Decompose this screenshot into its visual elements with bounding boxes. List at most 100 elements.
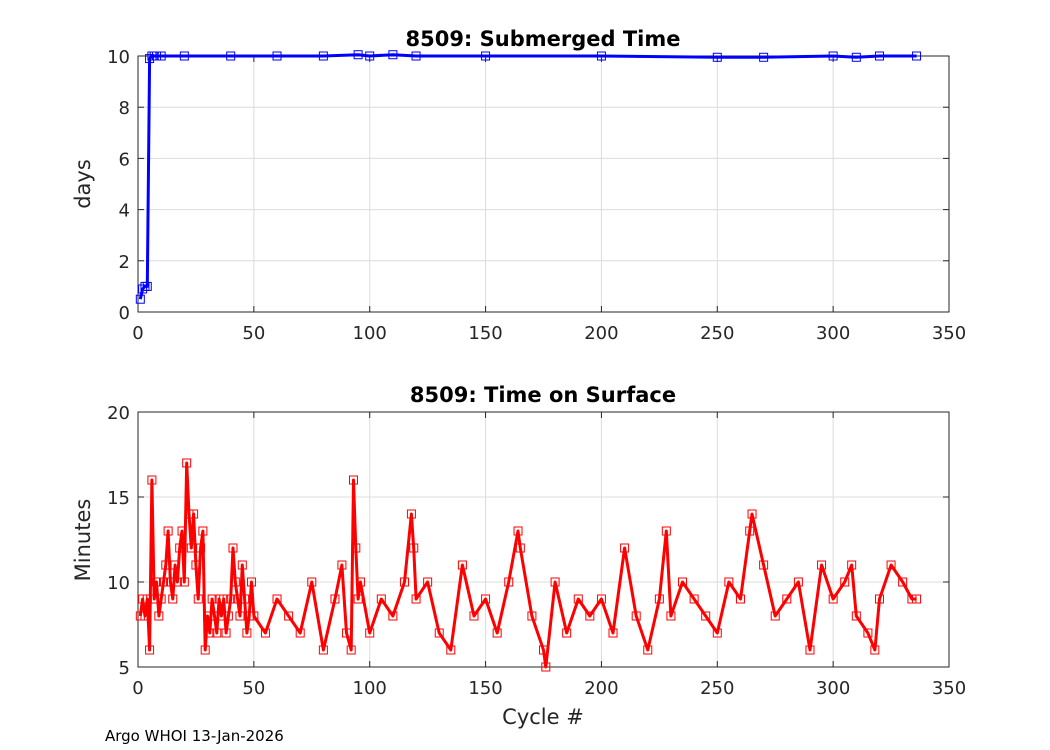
- data-point: [406, 509, 416, 519]
- y-tick-label: 10: [107, 573, 130, 594]
- data-point: [226, 594, 236, 604]
- data-point: [189, 509, 199, 519]
- x-tick-label: 50: [242, 323, 265, 344]
- data-point: [481, 594, 491, 604]
- data-point: [409, 543, 419, 553]
- data-point: [196, 543, 206, 553]
- data-point: [272, 51, 282, 61]
- data-point: [348, 475, 358, 485]
- data-point: [260, 628, 270, 638]
- data-point: [346, 645, 356, 655]
- data-point: [735, 594, 745, 604]
- data-point: [492, 628, 502, 638]
- data-point: [631, 611, 641, 621]
- data-point: [874, 594, 884, 604]
- data-point: [666, 611, 676, 621]
- data-point: [284, 611, 294, 621]
- data-point: [237, 560, 247, 570]
- data-point: [701, 611, 711, 621]
- data-point: [223, 611, 233, 621]
- data-point: [596, 594, 606, 604]
- data-point: [851, 611, 861, 621]
- data-point: [156, 51, 166, 61]
- data-point: [863, 628, 873, 638]
- data-point: [200, 645, 210, 655]
- plot-frame: [137, 55, 950, 313]
- data-point: [212, 628, 222, 638]
- data-point: [228, 543, 238, 553]
- data-point: [318, 51, 328, 61]
- data-point: [793, 577, 803, 587]
- chart-title: 8509: Submerged Time: [405, 27, 680, 51]
- data-point: [596, 51, 606, 61]
- data-point: [712, 628, 722, 638]
- data-point: [907, 594, 917, 604]
- data-point: [573, 594, 583, 604]
- data-point: [135, 294, 145, 304]
- x-tick-label: 250: [700, 678, 734, 699]
- data-point: [353, 594, 363, 604]
- data-point: [805, 645, 815, 655]
- data-point: [886, 560, 896, 570]
- y-tick-label: 2: [119, 252, 130, 273]
- submerged-time-chart: 8509: Submerged Time 0 50 100 150 200 250 300 3…: [71, 27, 966, 344]
- data-point: [434, 628, 444, 638]
- data-point: [168, 594, 178, 604]
- data-point: [782, 594, 792, 604]
- data-point: [198, 526, 208, 536]
- data-point: [172, 577, 182, 587]
- x-tick-label: 150: [468, 323, 502, 344]
- data-point: [912, 594, 922, 604]
- data-point: [216, 611, 226, 621]
- data-point: [163, 526, 173, 536]
- y-tick-label: 6: [119, 149, 130, 170]
- series-line: [138, 461, 917, 669]
- chart-title: 8509: Time on Surface: [410, 383, 676, 407]
- data-point: [411, 51, 421, 61]
- data-point: [240, 594, 250, 604]
- data-point: [221, 628, 231, 638]
- data-point: [446, 645, 456, 655]
- data-point: [209, 611, 219, 621]
- x-tick-label: 0: [132, 323, 143, 344]
- data-point: [154, 611, 164, 621]
- grid: [137, 411, 950, 668]
- y-tick-label: 0: [119, 303, 130, 324]
- data-point: [179, 577, 189, 587]
- data-point: [242, 628, 252, 638]
- data-point: [149, 594, 159, 604]
- x-tick-label: 250: [700, 323, 734, 344]
- data-point: [170, 560, 180, 570]
- x-tick-label: 50: [242, 678, 265, 699]
- data-point: [244, 611, 254, 621]
- data-point: [353, 50, 363, 60]
- data-point: [351, 543, 361, 553]
- data-point: [295, 628, 305, 638]
- data-point: [230, 577, 240, 587]
- y-tick-label: 20: [107, 403, 130, 424]
- x-tick-label: 200: [584, 678, 618, 699]
- data-point: [203, 611, 213, 621]
- data-point: [539, 645, 548, 655]
- data-point: [152, 51, 162, 61]
- data-point: [330, 594, 340, 604]
- data-point: [513, 526, 523, 536]
- data-point: [177, 526, 187, 536]
- tick-labels: 0 50 100 150 200 250 300 350 0 2 4 6 8 10: [107, 47, 966, 344]
- data-point: [481, 51, 491, 61]
- data-point: [135, 611, 145, 621]
- y-tick-label: 15: [107, 488, 130, 509]
- data-point: [759, 52, 769, 62]
- data-point: [550, 577, 560, 587]
- data-point: [870, 645, 880, 655]
- data-point: [874, 51, 884, 61]
- x-tick-label: 150: [468, 678, 502, 699]
- data-point: [193, 594, 203, 604]
- data-point: [140, 611, 150, 621]
- data-point: [138, 284, 148, 294]
- tick-labels: 0 50 100 150 200 250 300 350 5 10 15 20: [107, 403, 966, 699]
- data-point: [585, 611, 595, 621]
- series-submerged: [135, 50, 922, 304]
- data-point: [219, 594, 229, 604]
- data-point: [388, 50, 398, 60]
